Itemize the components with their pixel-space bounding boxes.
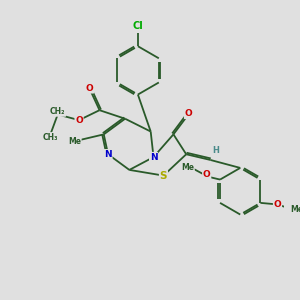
Text: N: N [150,153,157,162]
Text: O: O [75,116,83,124]
Text: O: O [274,200,281,209]
Text: H: H [212,146,219,155]
Text: O: O [86,84,93,93]
Text: Me: Me [68,137,81,146]
Text: CH₂: CH₂ [50,107,65,116]
Text: CH₃: CH₃ [43,133,58,142]
Text: Cl: Cl [133,21,143,31]
Text: S: S [160,171,167,181]
Text: N: N [104,150,112,159]
Text: Me: Me [181,163,194,172]
Text: Me: Me [290,206,300,214]
Text: O: O [203,170,211,179]
Text: O: O [184,110,192,118]
